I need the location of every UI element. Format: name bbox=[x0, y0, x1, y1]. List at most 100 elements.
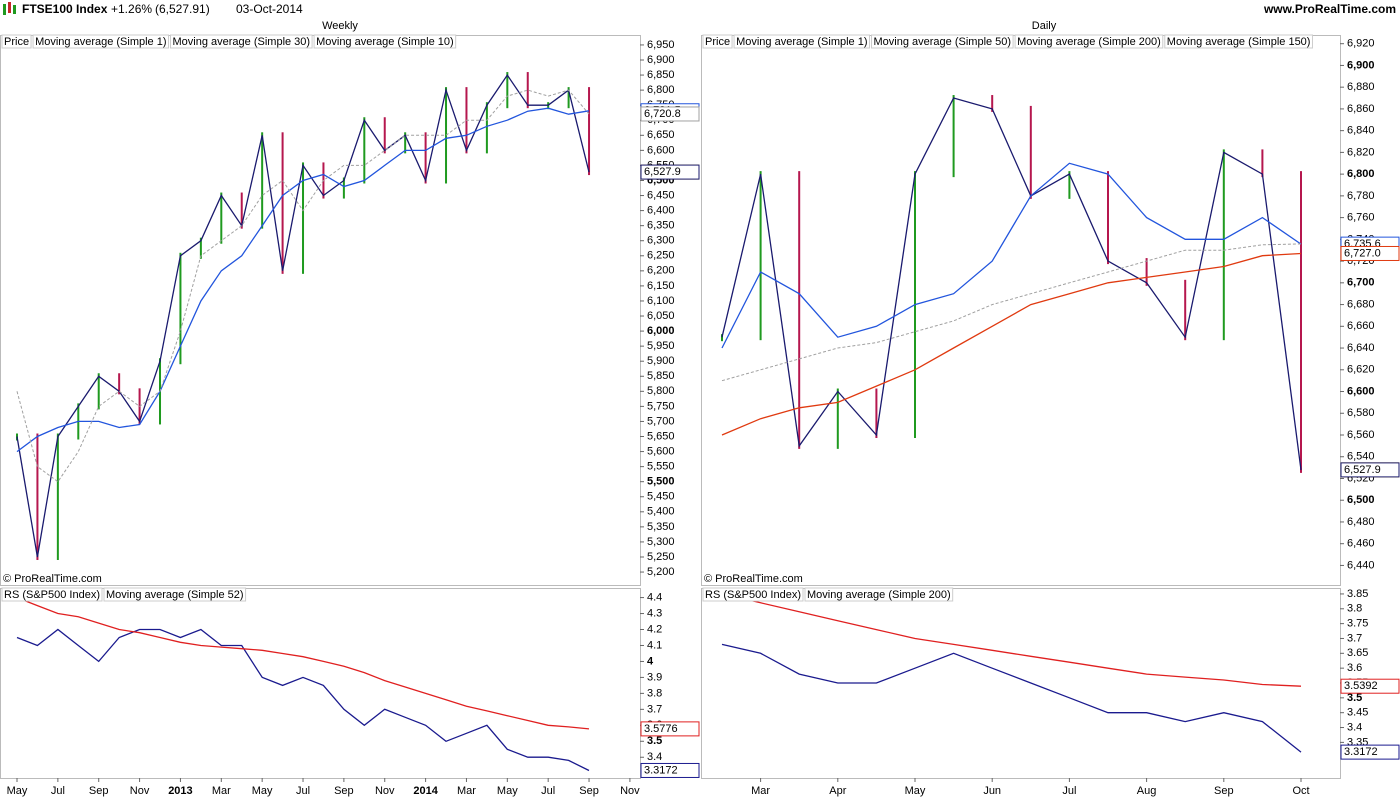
legend-box bbox=[733, 34, 871, 49]
price-bar bbox=[1184, 279, 1187, 341]
legend-box bbox=[1014, 34, 1164, 49]
legend-label: Moving average (Simple 200) bbox=[1017, 36, 1161, 48]
y-tick-label: 3.6 bbox=[1347, 662, 1362, 674]
y-tick-label: 6,820 bbox=[1347, 146, 1375, 158]
y-tick-label: 6,400 bbox=[647, 205, 675, 217]
price-bar bbox=[118, 373, 121, 395]
price-bar bbox=[1261, 149, 1264, 178]
legend-label: Moving average (Simple 200) bbox=[807, 589, 951, 601]
y-tick-label: 6,050 bbox=[647, 310, 675, 322]
price-bar bbox=[281, 132, 284, 274]
value-tag-label: 6,527.9 bbox=[644, 166, 681, 178]
y-tick-label: 3.85 bbox=[1347, 588, 1368, 600]
price-bar bbox=[1107, 171, 1109, 265]
legend-box bbox=[32, 34, 170, 49]
price-bar bbox=[526, 72, 529, 109]
y-tick-label: 5,300 bbox=[647, 536, 675, 548]
panel-title: Weekly bbox=[322, 20, 358, 32]
y-tick-label: 5,400 bbox=[647, 506, 675, 518]
price-bar bbox=[199, 237, 202, 259]
y-tick-label: 5,500 bbox=[647, 476, 675, 488]
price-bar bbox=[836, 388, 839, 449]
y-tick-label: 6,540 bbox=[1347, 451, 1375, 463]
price-bar bbox=[404, 132, 407, 154]
price-bar bbox=[220, 192, 223, 244]
y-tick-label: 4.1 bbox=[647, 639, 662, 651]
legend-label: Price bbox=[705, 36, 730, 48]
y-tick-label: 6,500 bbox=[1347, 494, 1375, 506]
symbol: FTSE100 Index bbox=[22, 2, 108, 16]
y-tick-label: 6,840 bbox=[1347, 125, 1375, 137]
y-tick-label: 6,460 bbox=[1347, 538, 1375, 550]
y-tick-label: 6,680 bbox=[1347, 298, 1375, 310]
y-tick-label: 5,800 bbox=[647, 385, 675, 397]
legend-label: Moving average (Simple 50) bbox=[874, 36, 1012, 48]
price-bar bbox=[424, 132, 427, 184]
x-tick-label: Aug bbox=[1137, 785, 1157, 797]
change: +1.26% bbox=[111, 2, 152, 16]
y-tick-label: 3.4 bbox=[1347, 721, 1362, 733]
series-line bbox=[16, 107, 590, 453]
x-tick-label: May bbox=[905, 785, 926, 797]
value-tag-label: 3.5776 bbox=[644, 723, 678, 735]
price-bar bbox=[445, 87, 448, 184]
y-tick-label: 6,150 bbox=[647, 280, 675, 292]
series-line bbox=[721, 162, 1302, 349]
legend-box bbox=[1, 34, 32, 49]
y-tick-label: 5,650 bbox=[647, 430, 675, 442]
x-tick-label: Jul bbox=[51, 785, 65, 797]
y-tick-label: 5,950 bbox=[647, 340, 675, 352]
price-bar bbox=[1068, 171, 1071, 199]
legend-box bbox=[1164, 34, 1313, 49]
legend-label: Moving average (Simple 1) bbox=[736, 36, 867, 48]
price-bar bbox=[1145, 258, 1148, 286]
legend-label: Moving average (Simple 1) bbox=[35, 36, 166, 48]
price-bar bbox=[1300, 171, 1302, 473]
value-tag bbox=[1340, 678, 1400, 694]
y-tick-label: 3.4 bbox=[647, 751, 662, 763]
logo bbox=[3, 4, 6, 15]
legend-label: Moving average (Simple 150) bbox=[1167, 36, 1311, 48]
legend-label: Moving average (Simple 10) bbox=[316, 36, 454, 48]
y-tick-label: 3.8 bbox=[1347, 603, 1362, 615]
plot-frame bbox=[0, 588, 641, 779]
y-tick-label: 6,600 bbox=[647, 144, 675, 156]
y-tick-label: 5,750 bbox=[647, 400, 675, 412]
y-tick-label: 3.5 bbox=[647, 735, 662, 747]
legend-box bbox=[702, 34, 733, 49]
y-tick-label: 4 bbox=[647, 655, 654, 667]
logo bbox=[13, 5, 16, 14]
date: 03-Oct-2014 bbox=[236, 2, 303, 16]
price-bar bbox=[97, 373, 100, 410]
x-tick-label: 2014 bbox=[413, 785, 438, 797]
price-bar bbox=[36, 433, 39, 560]
y-tick-label: 4.2 bbox=[647, 623, 662, 635]
y-tick-label: 6,880 bbox=[1347, 81, 1375, 93]
price-bar bbox=[363, 117, 366, 184]
y-tick-label: 3.65 bbox=[1347, 647, 1368, 659]
legend-label: Moving average (Simple 52) bbox=[106, 589, 244, 601]
panel-title: Daily bbox=[1032, 20, 1057, 32]
legend-box bbox=[702, 587, 804, 602]
x-tick-label: Jul bbox=[1062, 785, 1076, 797]
x-tick-label: Sep bbox=[579, 785, 599, 797]
x-tick-label: Jul bbox=[296, 785, 310, 797]
y-tick-label: 6,660 bbox=[1347, 320, 1375, 332]
price-bar bbox=[506, 72, 509, 109]
value-tag bbox=[1340, 245, 1400, 261]
y-tick-label: 3.75 bbox=[1347, 618, 1368, 630]
price-bar bbox=[567, 87, 570, 109]
y-tick-label: 4.4 bbox=[647, 591, 662, 603]
series-line bbox=[721, 593, 1302, 687]
y-tick-label: 6,580 bbox=[1347, 407, 1375, 419]
watermark: © ProRealTime.com bbox=[3, 573, 102, 585]
value-tag-label: 3.5392 bbox=[1344, 680, 1378, 692]
logo bbox=[8, 2, 11, 13]
price-bar bbox=[875, 388, 878, 438]
x-tick-label: Mar bbox=[751, 785, 770, 797]
price-bar bbox=[1222, 149, 1225, 341]
y-tick-label: 6,250 bbox=[647, 250, 675, 262]
series-line bbox=[721, 97, 1302, 470]
